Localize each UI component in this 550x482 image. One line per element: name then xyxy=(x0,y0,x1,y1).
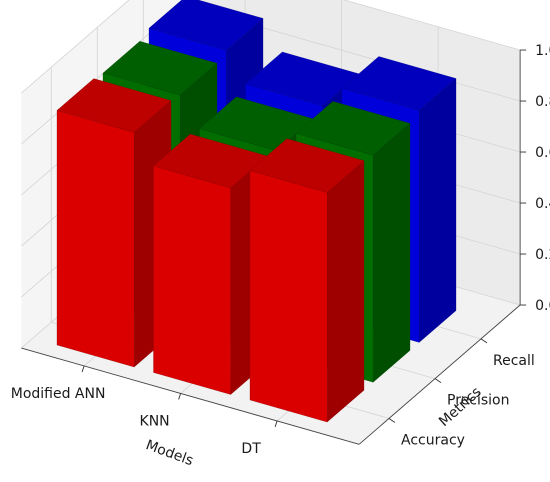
bar-knn-accuracy xyxy=(152,133,269,396)
x-axis-line xyxy=(21,347,360,445)
bar-top-face xyxy=(341,56,457,111)
y-tick xyxy=(480,338,488,344)
z-tick-label: 0.4 xyxy=(535,196,550,212)
z-tick-label: 0.8 xyxy=(535,94,550,110)
bar-front-face xyxy=(249,170,328,423)
bar-top-face xyxy=(249,138,365,193)
z-tick-label: 0.2 xyxy=(535,247,550,263)
x-tick-label: KNN xyxy=(140,413,170,429)
bar-side-face xyxy=(418,77,457,343)
y-tick-label: Recall xyxy=(493,353,535,369)
bar-dt-accuracy xyxy=(249,138,365,423)
z-tick-label: 0.6 xyxy=(535,145,550,161)
z-tick-label: 1.0 xyxy=(535,43,550,59)
y-tick xyxy=(388,418,396,423)
x-axis-title: Models xyxy=(143,437,195,469)
y-axis-line xyxy=(358,304,521,445)
bar-side-face xyxy=(372,122,411,383)
z-tick-label: 0.0 xyxy=(535,298,550,314)
axis-lines xyxy=(21,50,521,445)
bar-front-face xyxy=(56,110,135,368)
x-tick-label: DT xyxy=(241,441,261,457)
bar-top-face xyxy=(56,78,172,133)
tick-labels: Modified ANN KNN DT Accuracy Precision Recall… xyxy=(11,43,550,457)
bar-side-face xyxy=(326,160,365,423)
bar-top-face xyxy=(148,0,264,51)
x-tick-label: Modified ANN xyxy=(11,386,106,402)
bars xyxy=(56,0,457,423)
bar-front-face xyxy=(153,165,231,395)
y-tick xyxy=(434,378,442,384)
grid-line xyxy=(343,0,521,51)
grid-line xyxy=(21,0,130,94)
y-tick-label: Accuracy xyxy=(401,432,465,448)
bar-top-face xyxy=(102,41,218,96)
x-tick xyxy=(178,393,182,400)
x-tick xyxy=(81,365,85,373)
y-tick-label: Precision xyxy=(447,393,509,409)
bar-top-face xyxy=(295,101,411,156)
x-tick xyxy=(274,420,278,428)
